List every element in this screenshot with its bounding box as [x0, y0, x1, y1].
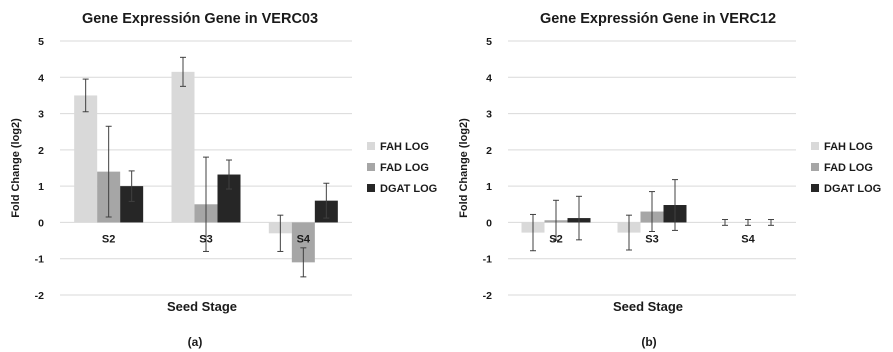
- bar: [217, 174, 241, 223]
- legend-swatch: [811, 184, 819, 192]
- y-tick-label: 4: [486, 72, 492, 84]
- x-axis-title: Seed Stage: [167, 299, 237, 314]
- category-label: S4: [741, 233, 755, 245]
- bar: [291, 222, 315, 263]
- y-tick-label: 2: [486, 145, 492, 157]
- bar: [120, 186, 144, 223]
- bar: [74, 95, 98, 223]
- legend-label: DGAT LOG: [380, 183, 437, 195]
- y-tick-label: 3: [486, 109, 492, 121]
- category-label: S2: [549, 233, 562, 245]
- bar: [171, 71, 195, 223]
- chart-panel-1: Gene Expressión Gene in VERC12 5 4 3 2 1 0 -1 -2…: [458, 11, 881, 349]
- y-tick-label: 4: [38, 72, 44, 84]
- legend-swatch: [811, 142, 819, 150]
- legend-label: DGAT LOG: [824, 183, 881, 195]
- x-axis-title: Seed Stage: [613, 299, 683, 314]
- legend-label: FAH LOG: [824, 141, 873, 153]
- y-axis-title: Fold Change (log2): [10, 118, 22, 218]
- chart-title: Gene Expressión Gene in VERC03: [82, 11, 318, 27]
- legend-swatch: [367, 163, 375, 171]
- category-label: S4: [297, 233, 311, 245]
- y-tick-label: 0: [38, 217, 44, 229]
- y-tick-label: -2: [483, 290, 492, 302]
- chart-title: Gene Expressión Gene in VERC12: [540, 11, 776, 27]
- category-label: S3: [645, 233, 658, 245]
- y-tick-label: 2: [38, 145, 44, 157]
- y-tick-label: 1: [486, 181, 492, 193]
- legend-label: FAD LOG: [380, 162, 429, 174]
- y-tick-label: 1: [38, 181, 44, 193]
- panel-caption: (b): [641, 335, 656, 349]
- panel-caption: (a): [188, 335, 203, 349]
- legend-swatch: [367, 184, 375, 192]
- chart-panel-0: Gene Expressión Gene in VERC03 5 4 3 2 1 0 -1 -2…: [10, 11, 437, 349]
- y-tick-label: 0: [486, 217, 492, 229]
- legend-label: FAH LOG: [380, 141, 429, 153]
- legend-swatch: [811, 163, 819, 171]
- y-tick-label: -1: [483, 254, 492, 266]
- category-label: S3: [199, 233, 212, 245]
- y-axis-title: Fold Change (log2): [458, 118, 470, 218]
- y-tick-label: 5: [38, 36, 44, 48]
- category-label: S2: [102, 233, 115, 245]
- legend-swatch: [367, 142, 375, 150]
- y-tick-label: -1: [35, 254, 44, 266]
- y-tick-label: -2: [35, 290, 44, 302]
- y-tick-label: 5: [486, 36, 492, 48]
- legend-label: FAD LOG: [824, 162, 873, 174]
- y-tick-label: 3: [38, 109, 44, 121]
